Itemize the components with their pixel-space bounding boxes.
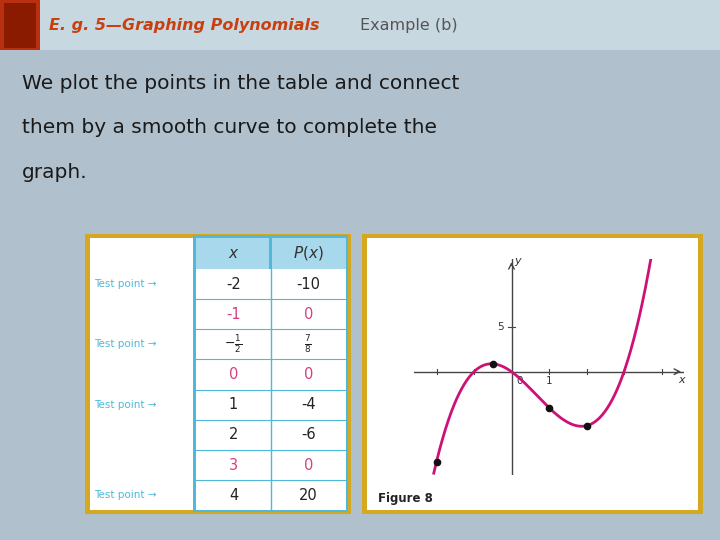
Text: 20: 20 [299, 488, 318, 503]
Text: 0: 0 [304, 457, 313, 472]
Bar [196, 480, 346, 510]
Bar [196, 269, 346, 299]
Bar [196, 420, 346, 450]
Text: $-\frac{1}{2}$: $-\frac{1}{2}$ [225, 333, 243, 355]
Bar [196, 299, 346, 329]
Bar [269, 238, 272, 269]
Text: 0: 0 [229, 367, 238, 382]
Text: $x$: $x$ [228, 246, 239, 261]
Bar [362, 234, 703, 514]
Text: them by a smooth curve to complete the: them by a smooth curve to complete the [22, 118, 436, 138]
Text: 2: 2 [229, 427, 238, 442]
Text: Test point →: Test point → [94, 279, 156, 289]
Text: 3: 3 [229, 457, 238, 472]
Bar [90, 238, 346, 510]
Text: 1: 1 [546, 376, 552, 386]
Bar [196, 450, 346, 480]
Bar [193, 235, 348, 512]
Text: 4: 4 [229, 488, 238, 503]
Text: -1: -1 [226, 307, 240, 322]
Text: E. g. 5—Graphing Polynomials: E. g. 5—Graphing Polynomials [49, 18, 320, 32]
Text: 1: 1 [229, 397, 238, 412]
Text: graph.: graph. [22, 163, 87, 182]
Text: $P(x)$: $P(x)$ [293, 244, 323, 262]
Text: $\frac{7}{8}$: $\frac{7}{8}$ [305, 333, 312, 355]
Text: -10: -10 [296, 276, 320, 292]
Bar [0, 0, 720, 50]
Bar [196, 329, 346, 360]
Bar [4, 3, 36, 48]
Bar [367, 238, 698, 510]
Bar [85, 234, 351, 514]
Text: Figure 8: Figure 8 [378, 492, 433, 505]
Text: Test point →: Test point → [94, 490, 156, 500]
Text: We plot the points in the table and connect: We plot the points in the table and conn… [22, 74, 459, 93]
Bar [0, 0, 40, 50]
Text: 0: 0 [304, 307, 313, 322]
Bar [196, 360, 346, 390]
Text: -6: -6 [301, 427, 315, 442]
Bar [196, 390, 346, 420]
Text: $x$: $x$ [678, 375, 687, 385]
Text: -2: -2 [226, 276, 240, 292]
Text: Example (b): Example (b) [360, 18, 458, 32]
Text: Test point →: Test point → [94, 339, 156, 349]
Text: 0: 0 [516, 376, 523, 386]
Bar [196, 238, 346, 269]
Text: Test point →: Test point → [94, 400, 156, 410]
Text: $y$: $y$ [514, 256, 523, 268]
Text: -4: -4 [301, 397, 315, 412]
Text: 0: 0 [304, 367, 313, 382]
Text: 5: 5 [498, 322, 504, 332]
